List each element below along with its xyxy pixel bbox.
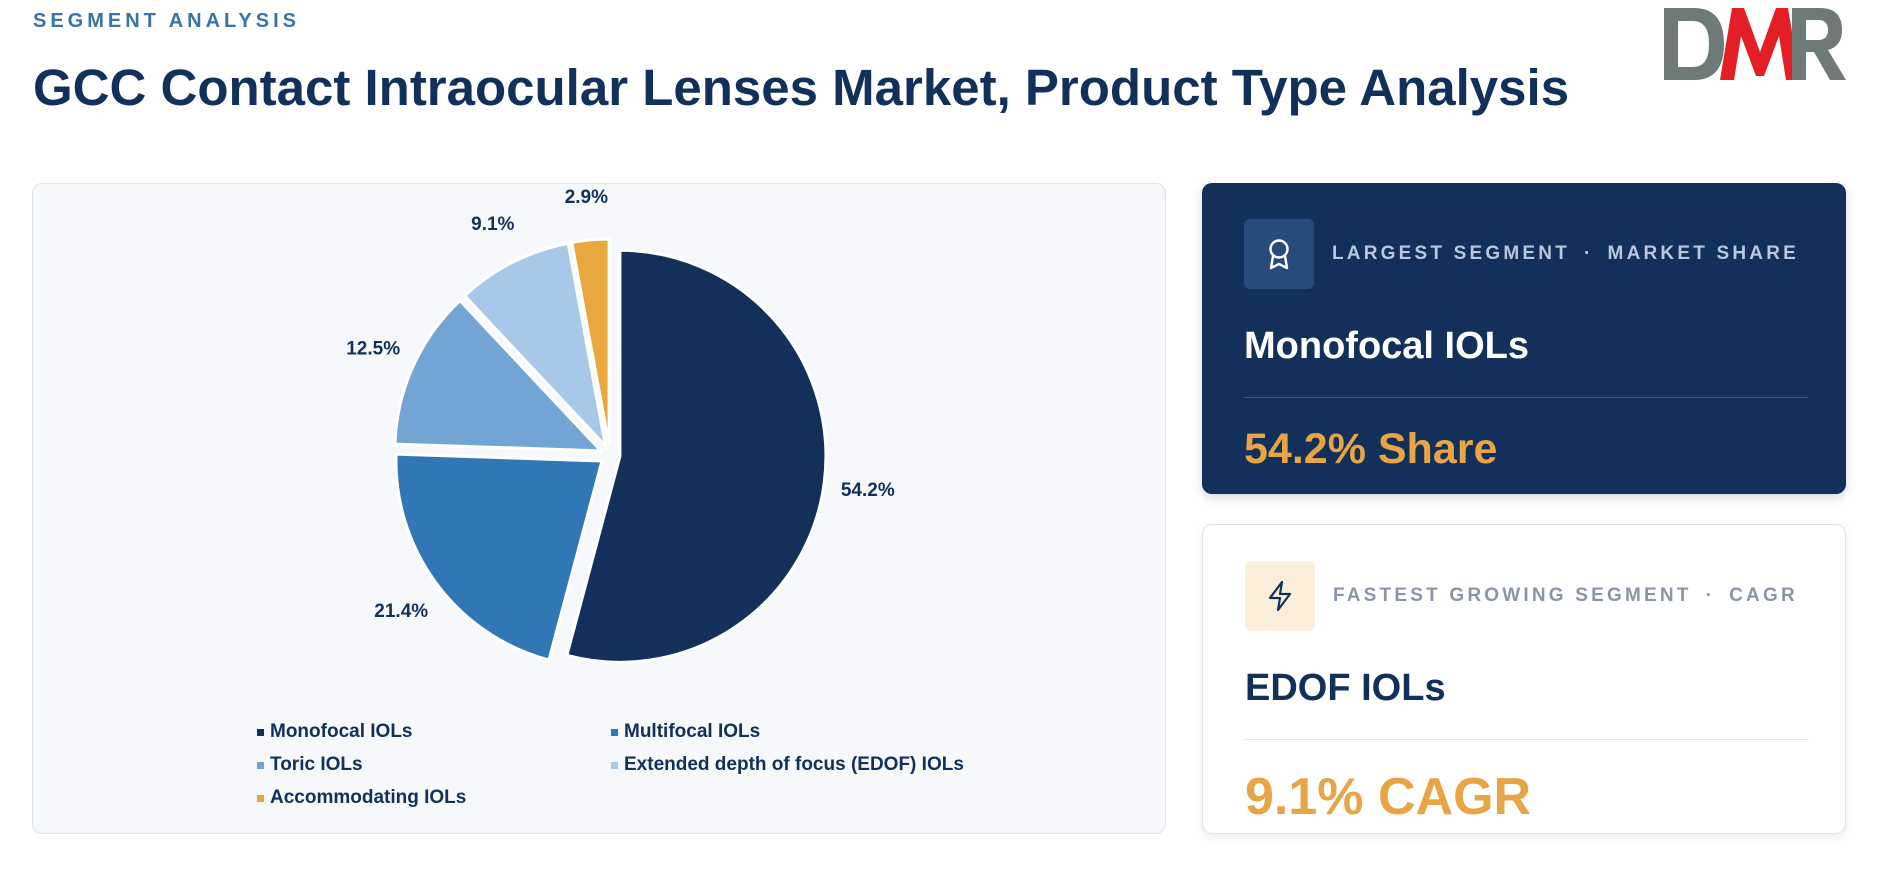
pie-slice-extended-depth-of-focus-edof-iols (462, 241, 608, 451)
card-divider (1244, 397, 1808, 398)
page-title: GCC Contact Intraocular Lenses Market, P… (33, 59, 1570, 116)
legend-item-accommodating-iols: Accommodating IOLs (257, 787, 466, 809)
pie-label-monofocal-iols: 54.2% (841, 480, 895, 501)
pie-chart: 54.2% 21.4% 12.5% 9.1% 2.9% (346, 187, 895, 664)
pie-label-accommodating-iols: 2.9% (565, 187, 608, 208)
legend-swatch (257, 728, 264, 736)
legend-swatch (611, 728, 618, 736)
largest-segment-label: LARGEST SEGMENT · MARKET SHARE (1332, 243, 1800, 264)
legend-label: Toric IOLs (270, 754, 363, 775)
pie-slice-multifocal-iols (394, 452, 604, 662)
pie-slice-toric-iols (393, 298, 605, 453)
legend-item-monofocal-iols: Monofocal IOLs (257, 721, 413, 743)
fastest-segment-value: 9.1% CAGR (1245, 768, 1532, 826)
fastest-segment-label: FASTEST GROWING SEGMENT · CAGR (1333, 585, 1798, 606)
legend-item-toric-iols: Toric IOLs (257, 754, 363, 776)
lightning-icon-box (1245, 561, 1315, 631)
legend-label: Accommodating IOLs (270, 787, 467, 808)
legend-swatch (257, 794, 264, 802)
card-divider (1245, 739, 1809, 740)
pie-slice-accommodating-iols (570, 237, 611, 446)
legend-item-extended-depth-of-focus-edof-iols: Extended depth of focus (EDOF) IOLs (611, 754, 964, 776)
award-icon (1269, 239, 1289, 270)
chart-card: 54.2% 21.4% 12.5% 9.1% 2.9% Monofocal IOLs Mu… (32, 183, 1166, 834)
pie-label-extended-depth-of-focus-edof-iols: 9.1% (471, 214, 514, 235)
section-eyebrow: SEGMENT ANALYSIS (33, 10, 300, 32)
legend-label: Extended depth of focus (EDOF) IOLs (624, 754, 964, 775)
largest-segment-name: Monofocal IOLs (1244, 325, 1529, 367)
legend-label: Monofocal IOLs (270, 721, 413, 742)
legend-swatch (611, 761, 618, 769)
pie-slice-monofocal-iols (565, 248, 828, 664)
lightning-icon (1268, 580, 1292, 612)
fastest-segment-card: FASTEST GROWING SEGMENT · CAGR EDOF IOLs 9… (1202, 524, 1846, 834)
legend-label: Multifocal IOLs (624, 721, 761, 742)
pie-label-multifocal-iols: 21.4% (374, 601, 428, 622)
legend-item-multifocal-iols: Multifocal IOLs (611, 721, 760, 743)
award-icon-box (1244, 219, 1314, 289)
legend-swatch (257, 761, 264, 769)
largest-segment-value: 54.2% Share (1244, 425, 1498, 473)
pie-label-toric-iols: 12.5% (346, 339, 400, 360)
fastest-segment-name: EDOF IOLs (1245, 667, 1446, 709)
largest-segment-card: LARGEST SEGMENT · MARKET SHARE Monofocal I… (1202, 183, 1846, 494)
dmr-logo (1664, 8, 1846, 80)
